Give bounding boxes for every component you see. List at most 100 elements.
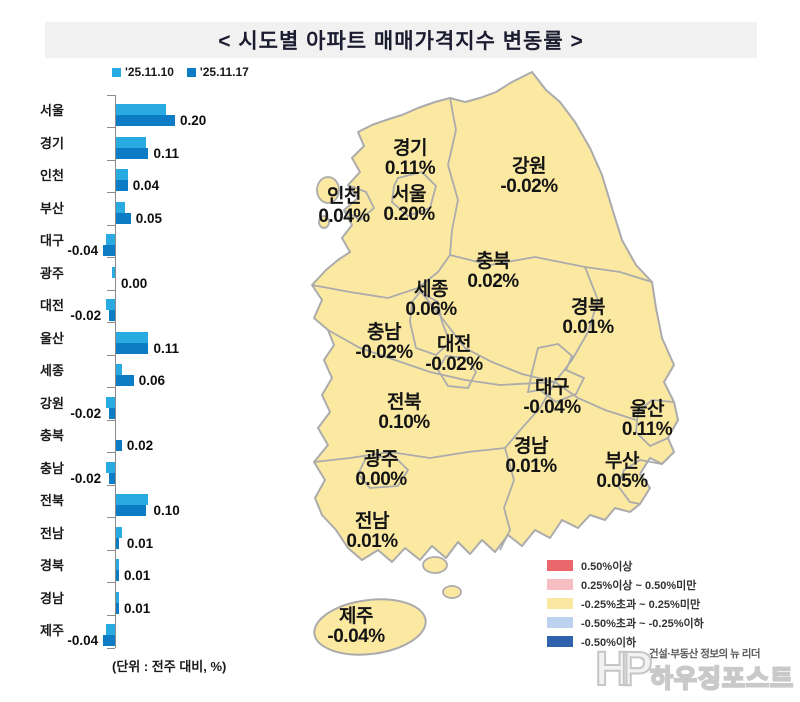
bar-category-label-1: 경기 <box>40 135 64 151</box>
bar-curr-week-16 <box>103 635 115 647</box>
bar-prev-week-14 <box>116 559 119 571</box>
bar-prev-week-6 <box>106 299 115 311</box>
axis-tick-8 <box>107 354 115 356</box>
bar-prev-week-13 <box>116 526 122 538</box>
axis-tick-6 <box>107 289 115 291</box>
bar-curr-week-2 <box>116 180 128 192</box>
axis-tick-10 <box>107 419 115 421</box>
zero-axis-line <box>115 95 116 648</box>
bar-prev-week-1 <box>116 136 146 148</box>
series-legend-label-1: '25.11.17 <box>199 65 249 79</box>
bar-curr-week-6 <box>109 310 115 322</box>
series-legend-item-1: '25.11.17 <box>186 65 249 79</box>
bar-category-label-3: 부산 <box>40 200 64 216</box>
axis-tick-0 <box>107 94 115 96</box>
bar-category-label-15: 경남 <box>40 590 64 606</box>
bar-category-label-11: 충남 <box>40 460 64 476</box>
map-legend-swatch-2 <box>547 598 573 609</box>
series-legend: '25.11.10 '25.11.17 <box>112 65 249 79</box>
bar-category-label-7: 울산 <box>40 330 64 346</box>
bar-curr-week-3 <box>116 212 131 224</box>
map-legend-label-0: 0.50%이상 <box>581 560 633 573</box>
axis-tick-16 <box>107 614 115 616</box>
bar-prev-week-0 <box>116 104 167 115</box>
bar-category-label-12: 전북 <box>40 493 64 509</box>
map-legend-swatch-0 <box>547 560 573 571</box>
map-legend-label-1: 0.25%이상 ~ 0.50%미만 <box>581 579 697 592</box>
series-legend-swatch-1 <box>186 67 196 77</box>
bar-prev-week-9 <box>106 396 115 408</box>
bar-value-label-14: 0.01 <box>123 568 151 584</box>
islands <box>313 176 462 656</box>
series-legend-swatch-0 <box>112 67 121 77</box>
axis-tick-14 <box>107 549 115 551</box>
bar-value-label-8: 0.06 <box>138 373 165 389</box>
axis-tick-15 <box>107 582 115 584</box>
axis-tick-12 <box>107 484 115 486</box>
map-legend-row-2: -0.25%초과 ~ 0.25%미만 <box>547 594 704 613</box>
logo-name: 하우징포스트 <box>649 664 795 694</box>
bar-value-label-16: -0.04 <box>67 633 99 649</box>
jeju-island-shape <box>313 598 427 656</box>
axis-tick-13 <box>107 517 115 519</box>
series-legend-item-0: '25.11.10 <box>112 65 174 79</box>
axis-tick-11 <box>107 452 115 454</box>
bar-curr-week-15 <box>116 602 119 614</box>
bar-category-label-5: 광주 <box>40 265 64 281</box>
bar-category-label-0: 서울 <box>40 103 64 118</box>
bar-category-label-8: 세종 <box>40 363 64 379</box>
page-title: < 시도별 아파트 매매가격지수 변동률 > <box>218 30 584 53</box>
bar-category-label-10: 충북 <box>40 428 64 444</box>
hp-logo-mark: HP <box>594 643 654 697</box>
bar-curr-week-0 <box>116 115 175 126</box>
bar-value-label-0: 0.20 <box>180 113 207 128</box>
unit-note: (단위 : 전주 대비, %) <box>112 659 227 674</box>
series-legend-label-0: '25.11.10 <box>125 65 174 79</box>
axis-tick-3 <box>107 192 115 194</box>
bar-curr-week-13 <box>116 537 119 549</box>
korea-mainland-shape <box>311 71 679 656</box>
bar-prev-week-7 <box>116 331 149 343</box>
bar-value-label-11: -0.02 <box>70 470 102 486</box>
axis-tick-17 <box>107 647 115 649</box>
bar-category-label-2: 인천 <box>40 168 64 184</box>
bar-prev-week-16 <box>106 624 115 636</box>
map-legend-swatch-1 <box>547 579 573 590</box>
bar-prev-week-4 <box>106 234 115 246</box>
bar-category-label-13: 전남 <box>40 525 64 541</box>
map-legend-swatch-3 <box>547 617 573 628</box>
bar-value-label-3: 0.05 <box>135 210 163 226</box>
bar-prev-week-3 <box>116 201 125 213</box>
bar-value-label-12: 0.10 <box>153 503 180 519</box>
bar-category-label-9: 강원 <box>40 395 64 411</box>
west-island-2 <box>318 215 330 229</box>
axis-tick-5 <box>107 257 115 259</box>
bar-value-label-5: 0.00 <box>121 275 148 291</box>
map-color-legend: 0.50%이상 0.25%이상 ~ 0.50%미만 -0.25%초과 ~ 0.25%… <box>547 556 704 651</box>
bar-prev-week-12 <box>116 494 149 506</box>
south-island-1 <box>422 556 448 574</box>
bar-category-label-4: 대구 <box>40 233 64 249</box>
bar-category-label-14: 경북 <box>40 558 64 574</box>
bar-curr-week-4 <box>103 245 115 257</box>
bar-curr-week-1 <box>116 147 149 159</box>
bar-category-label-6: 대전 <box>40 298 64 314</box>
title-banner: < 시도별 아파트 매매가격지수 변동률 > <box>45 22 757 58</box>
map-legend-row-3: -0.50%초과 ~ -0.25%이하 <box>547 613 704 632</box>
bar-prev-week-5 <box>112 266 115 278</box>
map-legend-label-4: -0.50%이하 <box>581 636 637 649</box>
axis-tick-1 <box>107 127 115 129</box>
bar-curr-week-7 <box>116 342 149 354</box>
map-legend-row-0: 0.50%이상 <box>547 556 704 575</box>
housingpost-logo: HP 건설·부동산 정보의 뉴 리더 하우징포스트 <box>593 642 800 702</box>
bar-value-label-9: -0.02 <box>70 405 102 421</box>
map-legend-label-2: -0.25%초과 ~ 0.25%미만 <box>581 598 701 611</box>
bar-prev-week-11 <box>106 461 115 473</box>
map-legend-row-4: -0.50%이하 <box>547 632 704 651</box>
map-legend-row-1: 0.25%이상 ~ 0.50%미만 <box>547 575 704 594</box>
west-island-1 <box>316 176 340 204</box>
bar-value-label-10: 0.02 <box>126 438 154 454</box>
bar-prev-week-15 <box>116 591 119 603</box>
bar-prev-week-8 <box>116 364 122 376</box>
